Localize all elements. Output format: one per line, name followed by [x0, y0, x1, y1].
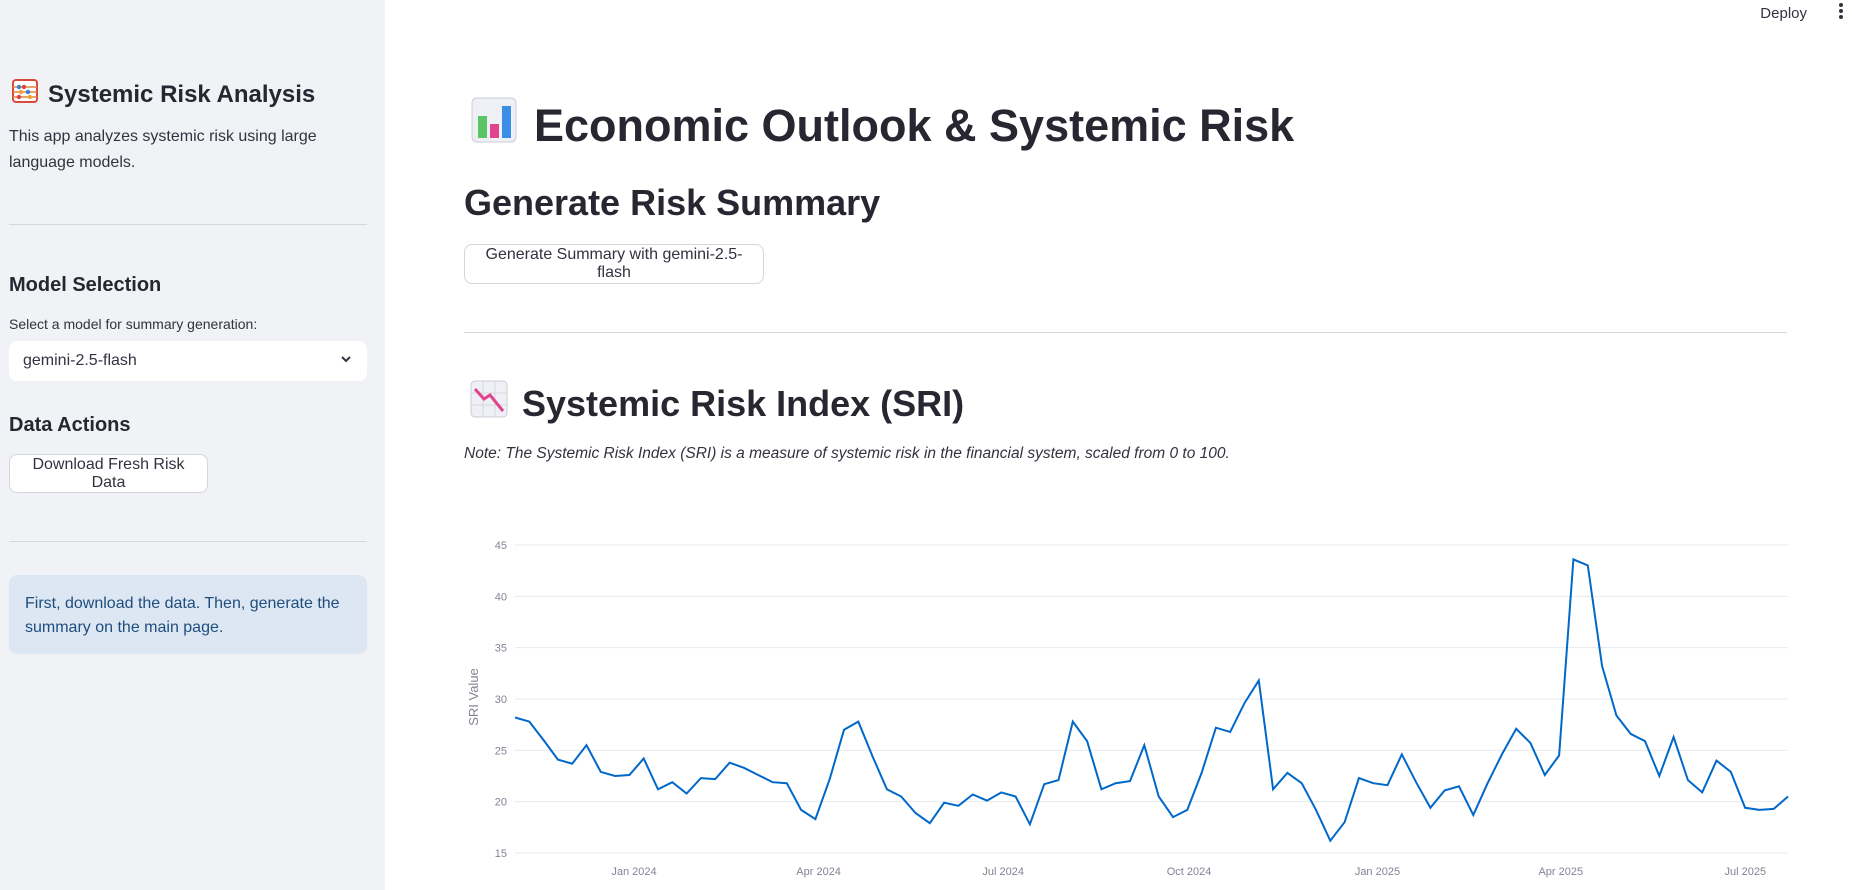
- sri-line-chart: 15 20 25 30 35 40 45 Jan 2024 Apr 2024 Jul 2024 O…: [466, 540, 1789, 878]
- x-tick-label: Jul 2025: [1725, 866, 1767, 878]
- main-divider: [464, 332, 1787, 333]
- y-tick-label: 20: [495, 797, 507, 809]
- model-select-label: Select a model for summary generation:: [9, 316, 258, 332]
- sidebar-title-text: Systemic Risk Analysis: [48, 80, 316, 108]
- sidebar-description: This app analyzes systemic risk using la…: [9, 128, 317, 171]
- x-tick-label: Jan 2025: [1355, 866, 1400, 878]
- y-axis-ticks: 15 20 25 30 35 40 45: [495, 540, 507, 860]
- sidebar-divider-2: [9, 541, 367, 542]
- y-tick-label: 35: [495, 643, 507, 655]
- chart-decreasing-icon: [470, 380, 508, 427]
- x-tick-label: Jan 2024: [611, 866, 656, 878]
- more-vertical-icon[interactable]: [1838, 2, 1844, 25]
- y-tick-label: 40: [495, 591, 507, 603]
- summary-heading: Generate Risk Summary: [464, 182, 881, 223]
- data-actions-heading: Data Actions: [9, 414, 131, 436]
- abacus-icon: [12, 78, 38, 111]
- y-axis-label: SRI Value: [466, 668, 481, 726]
- model-selection-heading: Model Selection: [9, 274, 162, 296]
- page-title: Economic Outlook & Systemic Risk: [470, 96, 1294, 155]
- download-data-button[interactable]: Download Fresh Risk Data: [9, 454, 208, 493]
- y-tick-label: 15: [495, 848, 507, 860]
- generate-summary-button[interactable]: Generate Summary with gemini-2.5-flash: [464, 244, 764, 284]
- model-select[interactable]: gemini-2.5-flash: [9, 341, 367, 381]
- x-tick-label: Jul 2024: [982, 866, 1024, 878]
- x-axis-ticks: Jan 2024 Apr 2024 Jul 2024 Oct 2024 Jan 2025…: [611, 866, 1766, 878]
- model-select-value: gemini-2.5-flash: [23, 352, 137, 369]
- page-title-text: Economic Outlook & Systemic Risk: [534, 99, 1295, 151]
- x-tick-label: Apr 2025: [1538, 866, 1583, 878]
- info-alert: First, download the data. Then, generate…: [9, 575, 367, 654]
- x-tick-label: Oct 2024: [1167, 866, 1212, 878]
- y-tick-label: 45: [495, 540, 507, 552]
- sri-heading-text: Systemic Risk Index (SRI): [522, 382, 965, 424]
- sidebar: Systemic Risk Analysis This app analyzes…: [0, 0, 385, 890]
- chart-series-line: [514, 557, 1789, 843]
- y-tick-label: 25: [495, 745, 507, 757]
- sri-note: Note: The Systemic Risk Index (SRI) is a…: [464, 445, 1230, 462]
- sidebar-divider: [9, 224, 367, 225]
- chart-gridlines: [515, 544, 1788, 854]
- deploy-button[interactable]: Deploy: [1760, 5, 1807, 22]
- y-tick-label: 30: [495, 694, 507, 706]
- sidebar-title: Systemic Risk Analysis: [12, 78, 315, 111]
- sri-heading: Systemic Risk Index (SRI): [470, 380, 964, 427]
- bar-chart-icon: [470, 96, 518, 155]
- chevron-down-icon: [339, 352, 353, 371]
- x-tick-label: Apr 2024: [796, 866, 841, 878]
